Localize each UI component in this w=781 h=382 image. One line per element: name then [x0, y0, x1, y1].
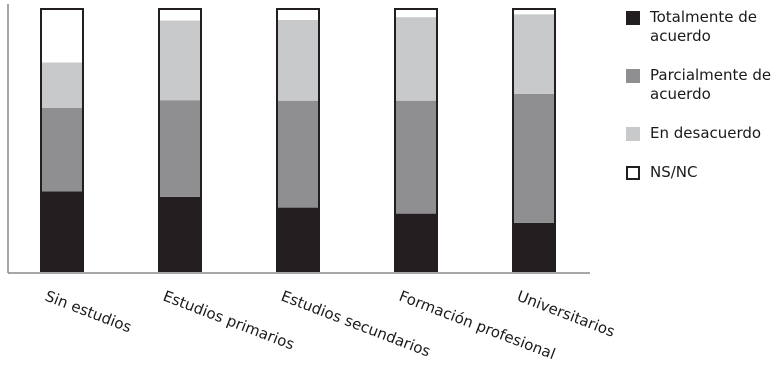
bar-outline-2 — [276, 8, 320, 272]
legend-item-0: Totalmente de acuerdo — [626, 8, 760, 46]
legend-label-2: En desacuerdo — [650, 124, 762, 142]
legend-item-3: NS/NC — [626, 163, 781, 182]
bar-segment-4-1 — [513, 93, 555, 223]
legend-item-1: Parcialmente de acuerdo — [626, 66, 775, 104]
legend-swatch-1 — [626, 69, 640, 83]
bar-segment-3-2 — [395, 17, 437, 101]
bar-outline-1 — [158, 8, 202, 272]
x-tick-label-0: Sin estudios — [43, 287, 135, 337]
bar-segment-0-1 — [41, 107, 83, 192]
bar-segment-2-0 — [277, 207, 319, 271]
legend: Totalmente de acuerdo Parcialmente de acu… — [626, 8, 781, 182]
bar-segment-0-0 — [41, 191, 83, 271]
bar-outline-4 — [512, 8, 556, 272]
bar-segment-0-3 — [41, 9, 83, 63]
legend-label-0: Totalmente de acuerdo — [650, 8, 758, 45]
legend-swatch-0 — [626, 11, 640, 25]
bar-segment-0-2 — [41, 62, 83, 108]
legend-swatch-3 — [626, 166, 640, 180]
bar-outline-3 — [394, 8, 438, 272]
x-tick-label-4: Universitarios — [515, 287, 618, 341]
bar-segment-2-2 — [277, 20, 319, 101]
legend-label-3: NS/NC — [650, 163, 698, 181]
bar-segment-1-0 — [159, 196, 201, 271]
bar-segment-4-0 — [513, 222, 555, 271]
legend-swatch-2 — [626, 127, 640, 141]
bar-segment-1-2 — [159, 20, 201, 101]
bar-segment-1-1 — [159, 100, 201, 197]
bars-group — [40, 8, 556, 272]
bar-segment-4-3 — [513, 9, 555, 15]
bar-segment-3-0 — [395, 213, 437, 271]
bar-segment-1-3 — [159, 9, 201, 21]
x-tick-label-1: Estudios primarios — [161, 287, 297, 354]
bar-segment-2-1 — [277, 100, 319, 208]
bar-segment-2-3 — [277, 9, 319, 21]
bar-segment-3-1 — [395, 100, 437, 214]
legend-label-1: Parcialmente de acuerdo — [650, 66, 772, 103]
legend-item-2: En desacuerdo — [626, 124, 781, 143]
bar-segment-4-2 — [513, 14, 555, 94]
bar-outline-0 — [40, 8, 84, 272]
bar-segment-3-3 — [395, 9, 437, 18]
